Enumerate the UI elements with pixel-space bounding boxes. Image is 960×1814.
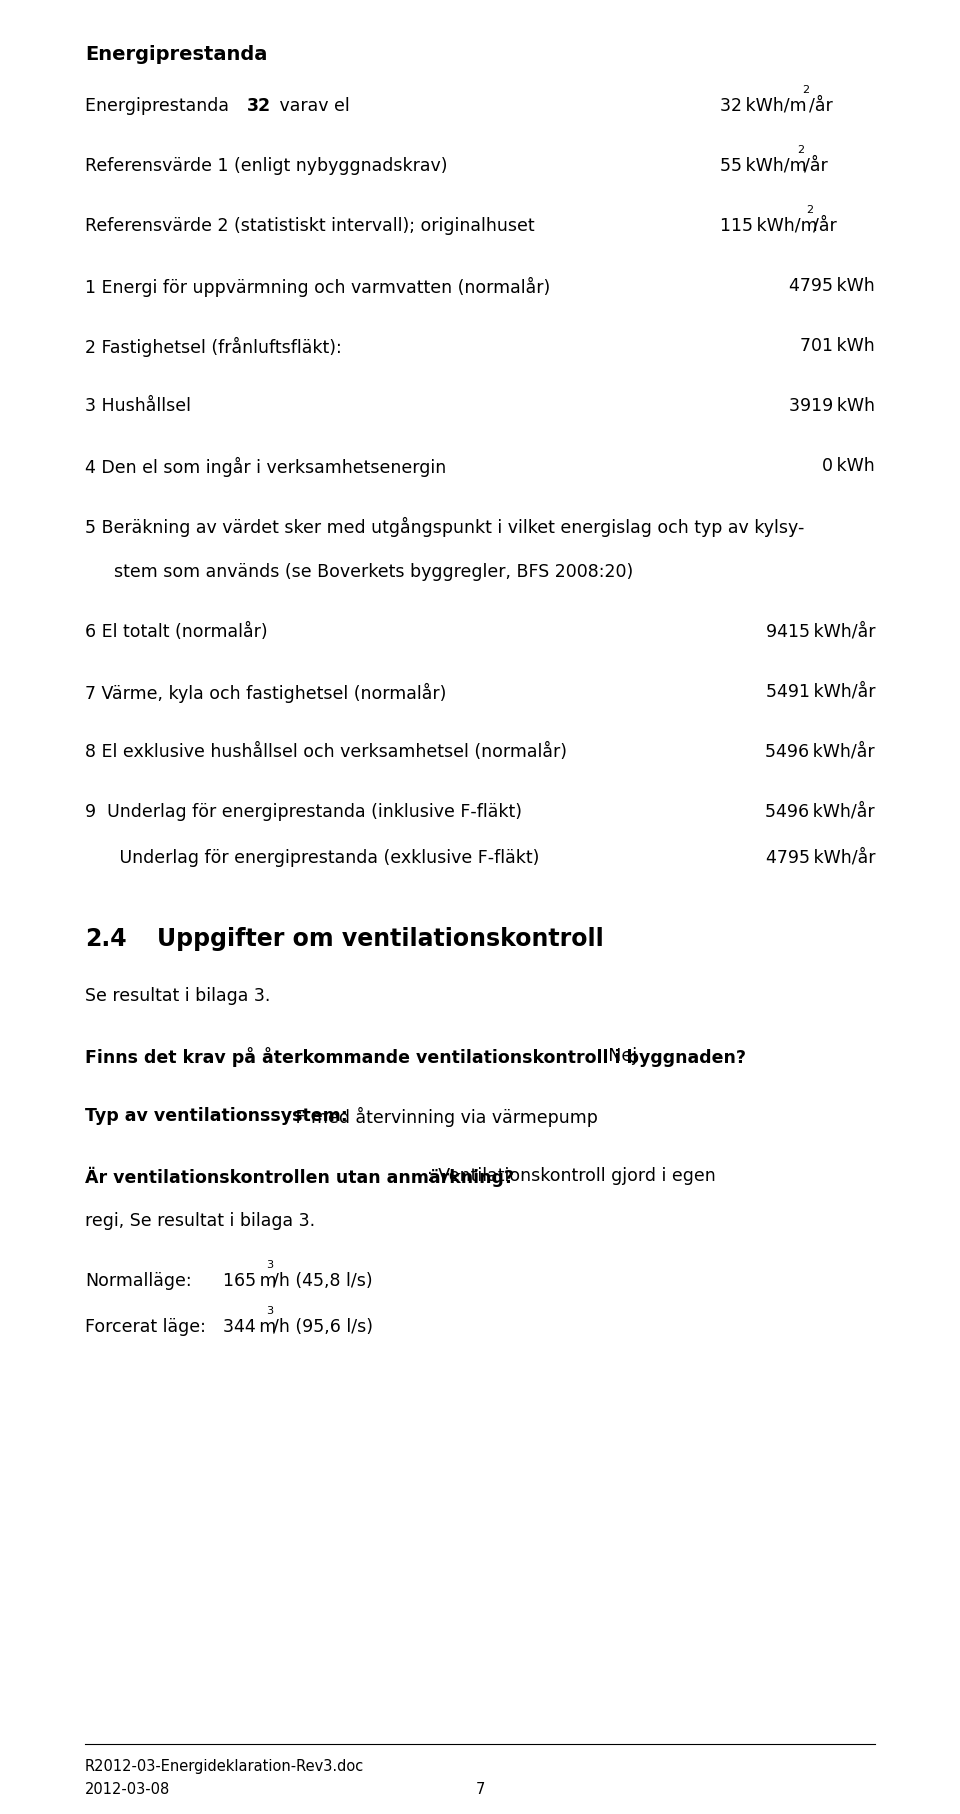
Text: 9415 kWh/år: 9415 kWh/år bbox=[765, 622, 875, 640]
Text: 0 kWh: 0 kWh bbox=[823, 457, 875, 475]
Text: 55 kWh/m: 55 kWh/m bbox=[720, 158, 806, 174]
Text: 2: 2 bbox=[797, 145, 804, 154]
Text: 3 Hushållsel: 3 Hushållsel bbox=[85, 397, 191, 415]
Text: 2.4: 2.4 bbox=[85, 927, 127, 951]
Text: varav el: varav el bbox=[274, 96, 349, 114]
Text: 7: 7 bbox=[475, 1781, 485, 1798]
Text: 8 El exklusive hushållsel och verksamhetsel (normalår): 8 El exklusive hushållsel och verksamhet… bbox=[85, 742, 567, 760]
Text: 5496 kWh/år: 5496 kWh/år bbox=[765, 804, 875, 820]
Text: 2: 2 bbox=[802, 85, 809, 94]
Text: Normalläge:: Normalläge: bbox=[85, 1272, 192, 1290]
Text: 701 kWh: 701 kWh bbox=[801, 337, 875, 356]
Text: 9  Underlag för energiprestanda (inklusive F-fläkt): 9 Underlag för energiprestanda (inklusiv… bbox=[85, 804, 522, 820]
Text: 3: 3 bbox=[266, 1261, 274, 1270]
Text: 5496 kWh/år: 5496 kWh/år bbox=[765, 742, 875, 760]
Text: 2: 2 bbox=[806, 205, 813, 216]
Text: /år: /år bbox=[813, 218, 837, 236]
Text: 5491 kWh/år: 5491 kWh/år bbox=[765, 682, 875, 700]
Text: /år: /år bbox=[809, 96, 832, 114]
Text: 3: 3 bbox=[266, 1306, 274, 1315]
Text: 165 m: 165 m bbox=[223, 1272, 276, 1290]
Text: Referensvärde 1 (enligt nybyggnadskrav): Referensvärde 1 (enligt nybyggnadskrav) bbox=[85, 158, 447, 174]
Text: 4795 kWh: 4795 kWh bbox=[789, 278, 875, 296]
Text: 7 Värme, kyla och fastighetsel (normalår): 7 Värme, kyla och fastighetsel (normalår… bbox=[85, 682, 446, 702]
Text: /år: /år bbox=[804, 158, 828, 174]
Text: 344 m: 344 m bbox=[223, 1319, 276, 1337]
Text: 115 kWh/m: 115 kWh/m bbox=[720, 218, 818, 236]
Text: Referensvärde 2 (statistiskt intervall); originalhuset: Referensvärde 2 (statistiskt intervall);… bbox=[85, 218, 535, 236]
Text: 4795 kWh/år: 4795 kWh/år bbox=[765, 849, 875, 867]
Text: 32 kWh/m: 32 kWh/m bbox=[720, 96, 806, 114]
Text: 3919 kWh: 3919 kWh bbox=[789, 397, 875, 415]
Text: 32: 32 bbox=[247, 96, 271, 114]
Text: /h (95,6 l/s): /h (95,6 l/s) bbox=[273, 1319, 373, 1337]
Text: Uppgifter om ventilationskontroll: Uppgifter om ventilationskontroll bbox=[157, 927, 604, 951]
Text: R2012-03-Energideklaration-Rev3.doc: R2012-03-Energideklaration-Rev3.doc bbox=[85, 1760, 364, 1774]
Text: : Nej: : Nej bbox=[597, 1047, 637, 1065]
Text: 2 Fastighetsel (frånluftsfläkt):: 2 Fastighetsel (frånluftsfläkt): bbox=[85, 337, 342, 357]
Text: stem som används (se Boverkets byggregler, BFS 2008:20): stem som används (se Boverkets byggregle… bbox=[103, 562, 634, 580]
Text: Forcerat läge:: Forcerat läge: bbox=[85, 1319, 205, 1337]
Text: Energiprestanda: Energiprestanda bbox=[85, 45, 268, 63]
Text: : Ventilationskontroll gjord i egen: : Ventilationskontroll gjord i egen bbox=[427, 1166, 716, 1185]
Text: Är ventilationskontrollen utan anmärkning?: Är ventilationskontrollen utan anmärknin… bbox=[85, 1166, 514, 1186]
Text: 1 Energi för uppvärmning och varmvatten (normalår): 1 Energi för uppvärmning och varmvatten … bbox=[85, 278, 550, 297]
Text: Finns det krav på återkommande ventilationskontroll i byggnaden?: Finns det krav på återkommande ventilati… bbox=[85, 1047, 746, 1067]
Text: /h (45,8 l/s): /h (45,8 l/s) bbox=[273, 1272, 372, 1290]
Text: 2012-03-08: 2012-03-08 bbox=[85, 1781, 170, 1798]
Text: F med återvinning via värmepump: F med återvinning via värmepump bbox=[290, 1107, 598, 1126]
Text: Typ av ventilationssystem:: Typ av ventilationssystem: bbox=[85, 1107, 348, 1125]
Text: 5 Beräkning av värdet sker med utgångspunkt i vilket energislag och typ av kylsy: 5 Beräkning av värdet sker med utgångspu… bbox=[85, 517, 804, 537]
Text: regi, Se resultat i bilaga 3.: regi, Se resultat i bilaga 3. bbox=[85, 1212, 315, 1230]
Text: 4 Den el som ingår i verksamhetsenergin: 4 Den el som ingår i verksamhetsenergin bbox=[85, 457, 446, 477]
Text: Underlag för energiprestanda (exklusive F-fläkt): Underlag för energiprestanda (exklusive … bbox=[103, 849, 540, 867]
Text: 6 El totalt (normalår): 6 El totalt (normalår) bbox=[85, 622, 268, 640]
Text: Se resultat i bilaga 3.: Se resultat i bilaga 3. bbox=[85, 987, 271, 1005]
Text: Energiprestanda: Energiprestanda bbox=[85, 96, 234, 114]
